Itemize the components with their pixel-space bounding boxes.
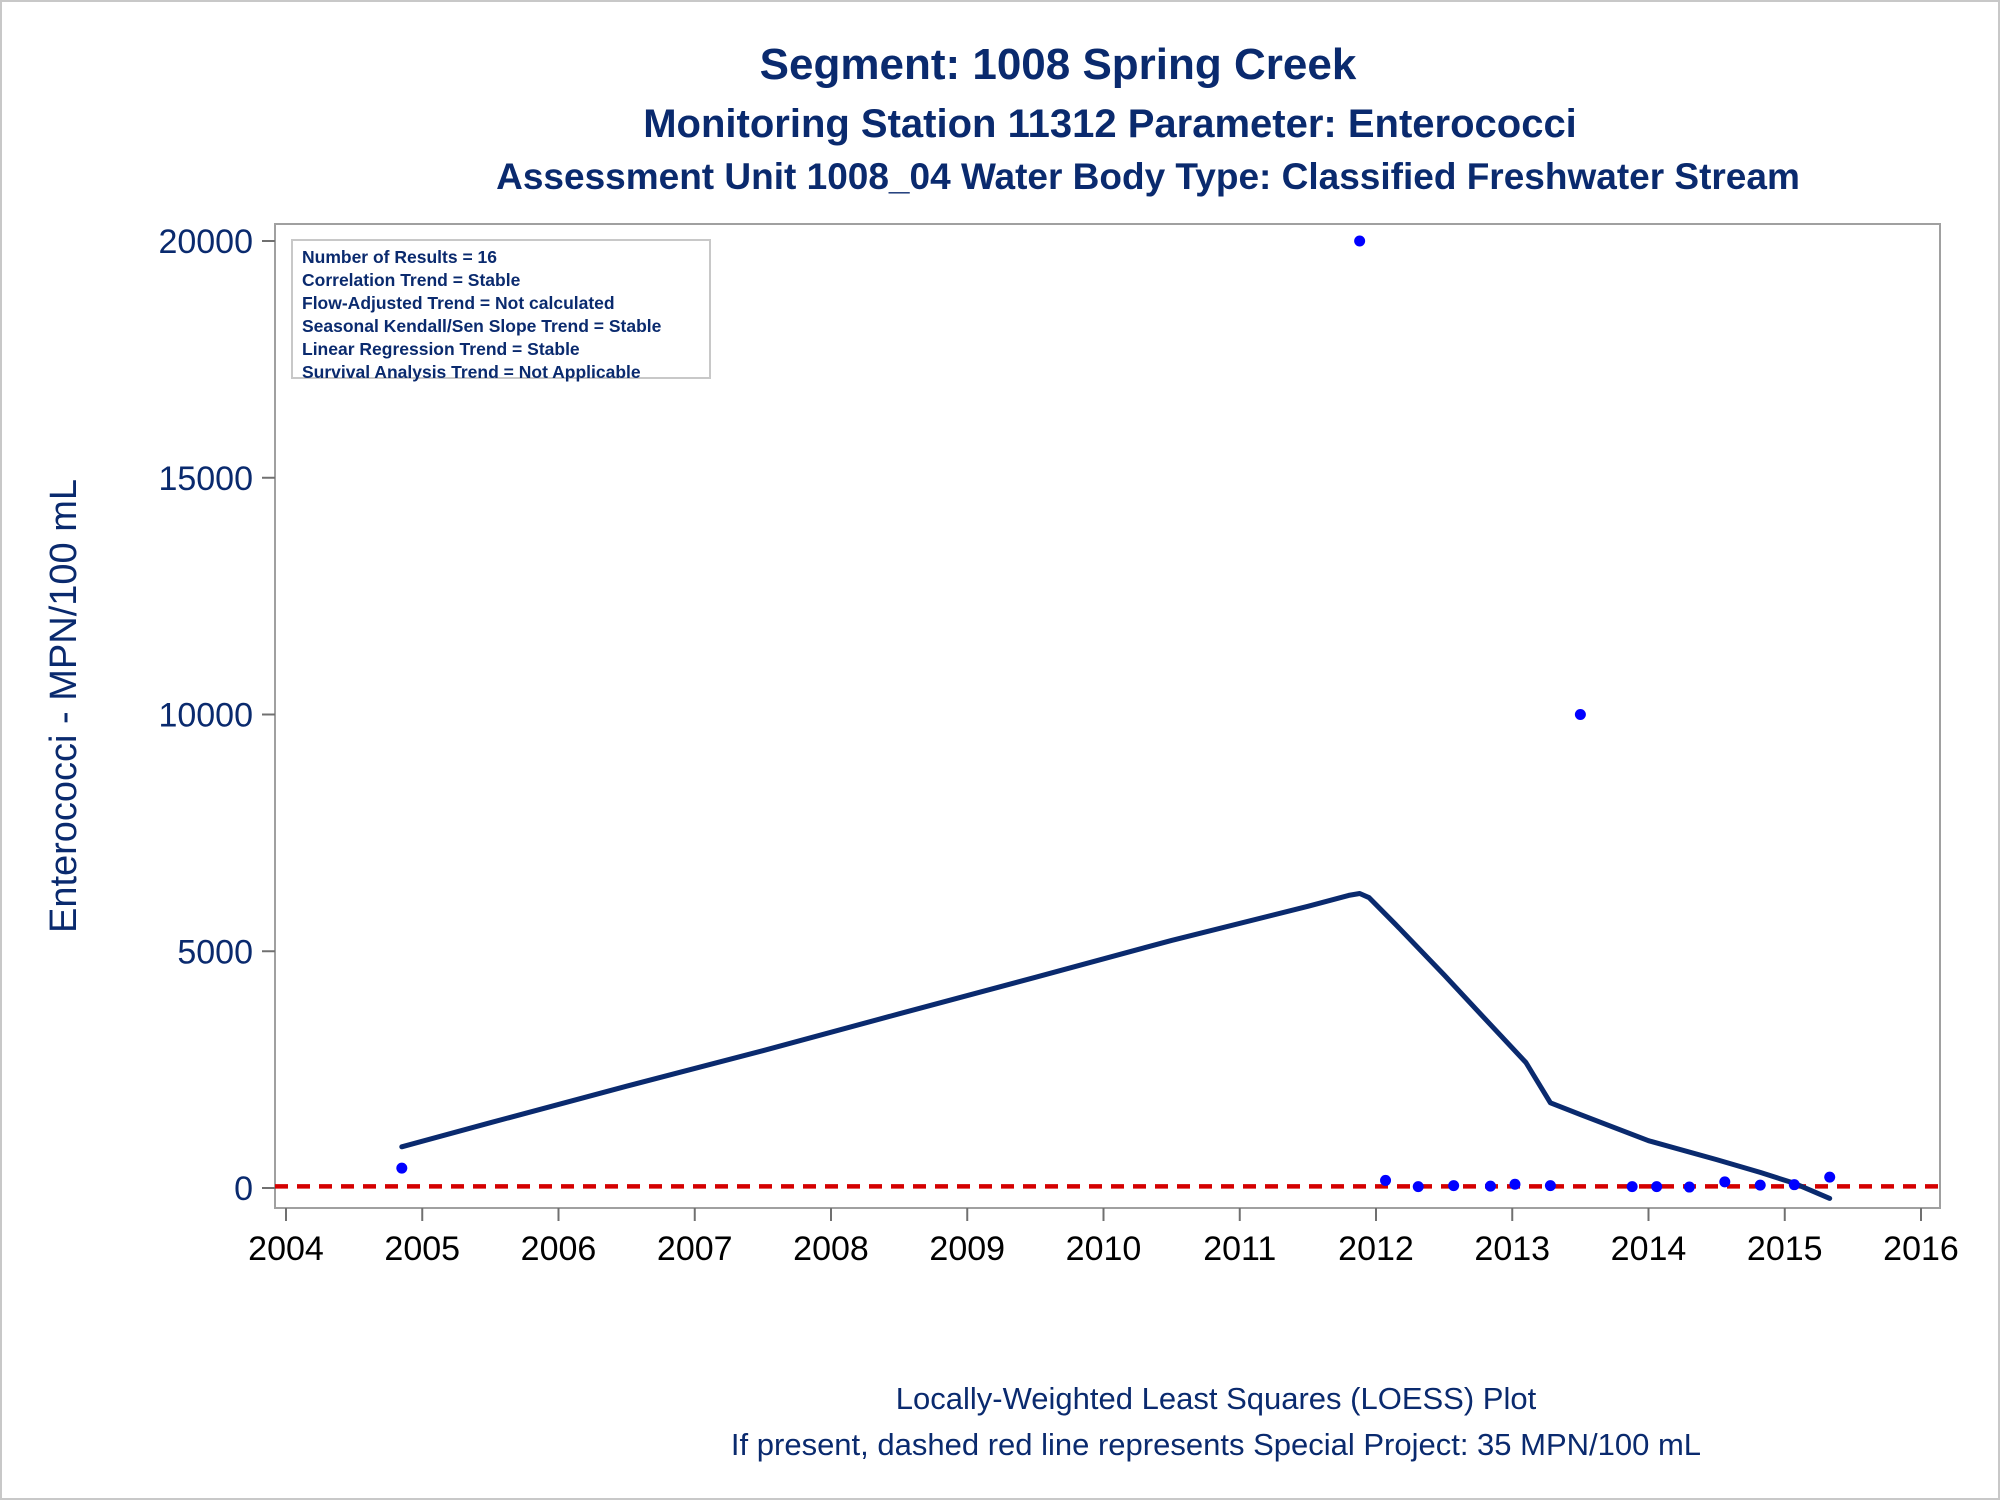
stat-seasonal-kendall-trend: Seasonal Kendall/Sen Slope Trend = Stabl… bbox=[302, 316, 662, 336]
data-point-7 bbox=[1509, 1178, 1521, 1190]
stat-linear-regression-trend: Linear Regression Trend = Stable bbox=[302, 339, 580, 359]
data-point-9 bbox=[1574, 709, 1586, 720]
loess-line bbox=[399, 891, 1833, 1201]
data-point-4 bbox=[1412, 1181, 1424, 1193]
x-tick-label-2004: 2004 bbox=[248, 1230, 324, 1268]
data-point-1 bbox=[396, 1162, 408, 1174]
data-point-14 bbox=[1754, 1179, 1766, 1191]
data-point-5 bbox=[1448, 1180, 1460, 1192]
x-tick-label-2016: 2016 bbox=[1883, 1230, 1959, 1268]
stats-legend: Number of Results = 16 Correlation Trend… bbox=[291, 239, 711, 382]
x-tick-label-2008: 2008 bbox=[793, 1230, 869, 1268]
data-point-12 bbox=[1683, 1181, 1695, 1193]
footnote-loess: Locally-Weighted Least Squares (LOESS) P… bbox=[895, 1381, 1537, 1416]
x-tick-label-2011: 2011 bbox=[1203, 1230, 1276, 1268]
data-point-16 bbox=[1824, 1171, 1836, 1183]
x-tick-label-2015: 2015 bbox=[1747, 1230, 1823, 1268]
data-point-3 bbox=[1380, 1174, 1392, 1186]
data-point-6 bbox=[1484, 1180, 1496, 1192]
x-tick-label-2007: 2007 bbox=[657, 1230, 733, 1268]
stat-survival-analysis-trend: Survival Analysis Trend = Not Applicable bbox=[302, 362, 641, 382]
y-tick-label-5000: 5000 bbox=[177, 933, 253, 971]
chart-subtitle-station: Monitoring Station 11312 Parameter: Ente… bbox=[643, 102, 1577, 146]
data-point-2 bbox=[1354, 235, 1366, 247]
x-tick-label-2009: 2009 bbox=[929, 1230, 1005, 1268]
y-tick-label-20000: 20000 bbox=[158, 223, 253, 261]
chart-subtitle-assessment: Assessment Unit 1008_04 Water Body Type:… bbox=[496, 156, 1800, 197]
x-tick-label-2006: 2006 bbox=[521, 1230, 597, 1268]
x-tick-label-2005: 2005 bbox=[384, 1230, 460, 1268]
data-point-8 bbox=[1544, 1180, 1556, 1192]
data-point-13 bbox=[1719, 1176, 1731, 1188]
stat-correlation-trend: Correlation Trend = Stable bbox=[302, 270, 521, 290]
y-tick-label-10000: 10000 bbox=[158, 697, 253, 735]
plot-area bbox=[274, 223, 1941, 1209]
x-tick-label-2013: 2013 bbox=[1474, 1230, 1550, 1268]
x-tick-label-2014: 2014 bbox=[1611, 1230, 1687, 1268]
y-tick-label-0: 0 bbox=[234, 1170, 253, 1208]
y-axis-label: Enterococci - MPN/100 mL bbox=[43, 479, 85, 933]
stat-number-of-results: Number of Results = 16 bbox=[302, 247, 497, 267]
x-tick-label-2010: 2010 bbox=[1066, 1230, 1142, 1268]
y-tick-label-15000: 15000 bbox=[158, 460, 253, 498]
title-block: Segment: 1008 Spring Creek Monitoring St… bbox=[0, 34, 2000, 202]
stat-flow-adjusted-trend: Flow-Adjusted Trend = Not calculated bbox=[302, 293, 615, 313]
data-point-11 bbox=[1651, 1181, 1663, 1193]
data-point-15 bbox=[1788, 1179, 1800, 1191]
x-tick-label-2012: 2012 bbox=[1338, 1230, 1414, 1268]
footnote-reference-line: If present, dashed red line represents S… bbox=[730, 1427, 1702, 1462]
chart-title: Segment: 1008 Spring Creek bbox=[759, 40, 1357, 89]
data-point-10 bbox=[1626, 1181, 1638, 1193]
